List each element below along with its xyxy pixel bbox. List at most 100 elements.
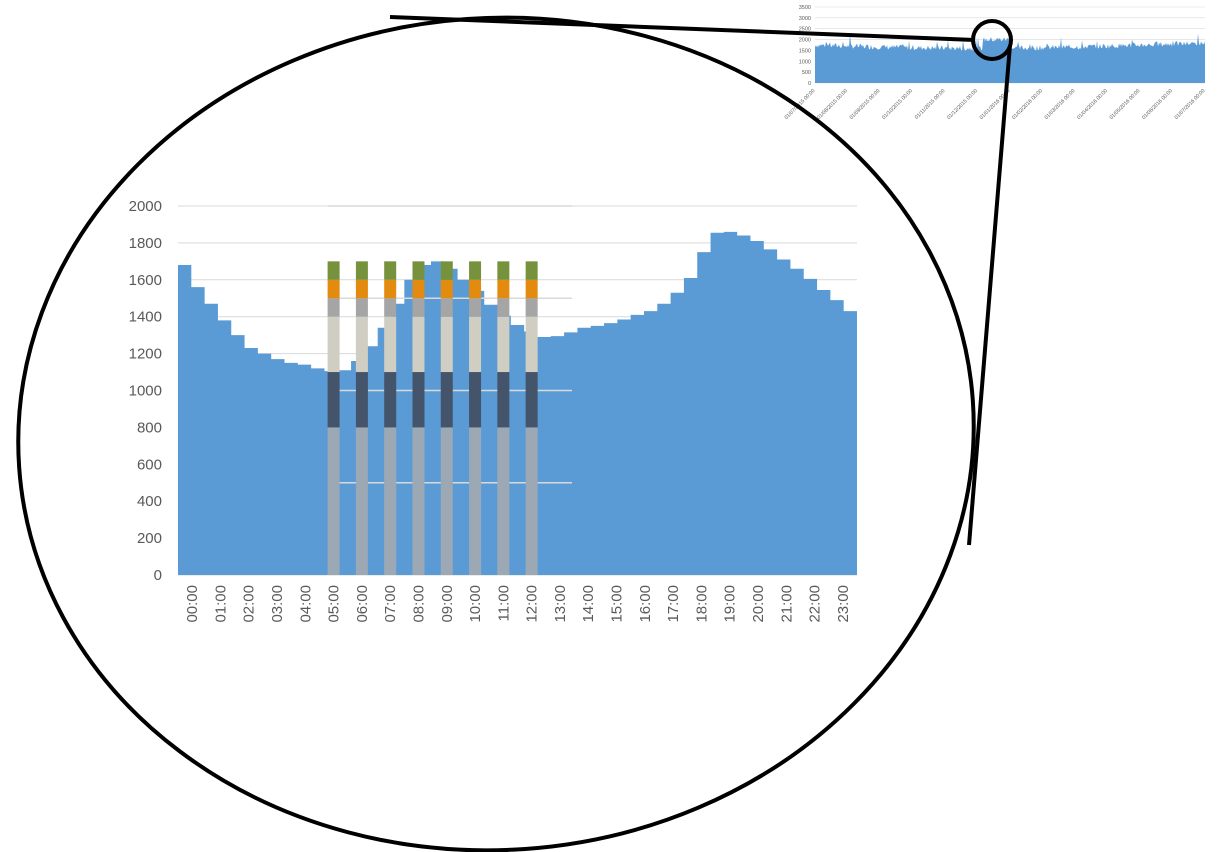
inset-x-tick-label: 01/02/2016 00:00 <box>1011 88 1044 121</box>
x-tick-label: 16:00 <box>637 585 654 623</box>
magnifier-callout <box>16 15 1013 852</box>
stacked-bar-segment <box>384 427 397 575</box>
x-tick-label: 08:00 <box>410 585 427 623</box>
stacked-bar-segment <box>497 298 510 317</box>
stacked-bar-segment <box>355 261 368 280</box>
inset-y-tick-label: 2500 <box>799 27 811 33</box>
inset-x-tick-label: 01/04/2016 00:00 <box>1076 88 1109 121</box>
y-tick-label: 1600 <box>129 272 162 289</box>
inset-y-tick-label: 3000 <box>799 16 811 22</box>
stacked-bar-segment <box>355 316 368 373</box>
stacked-bar-segment <box>497 372 510 428</box>
stacked-bar-segment <box>525 261 538 280</box>
x-tick-label: 19:00 <box>722 585 739 623</box>
stacked-bar-segment <box>327 298 340 317</box>
y-tick-label: 1400 <box>129 309 162 326</box>
inset-y-tick-label: 1500 <box>799 48 811 54</box>
x-tick-label: 15:00 <box>609 585 626 623</box>
inset-y-tick-label: 0 <box>808 81 811 87</box>
stacked-bar-segment <box>497 427 510 575</box>
x-tick-label: 23:00 <box>835 585 852 623</box>
stacked-bar-segment <box>525 279 538 299</box>
y-tick-label: 600 <box>137 456 162 473</box>
zoomed-day-chart: 0 200 400 600 800 1000 1200 1400 1600 1800 2000 00:… <box>129 198 857 623</box>
stacked-bar-segment <box>497 279 510 299</box>
stacked-bar-segment <box>497 261 510 280</box>
x-tick-label: 06:00 <box>354 585 371 623</box>
inset-y-tick-label: 1000 <box>799 59 811 65</box>
x-tick-label: 07:00 <box>382 585 399 623</box>
x-tick-label: 17:00 <box>665 585 682 623</box>
stacked-bar-segment <box>525 316 538 373</box>
x-tick-label: 04:00 <box>297 585 314 623</box>
x-tick-label: 13:00 <box>552 585 569 623</box>
stacked-bar-segment <box>412 372 425 428</box>
stacked-bar-segment <box>469 427 482 575</box>
x-tick-label: 20:00 <box>750 585 767 623</box>
inset-x-tick-label: 01/11/2015 00:00 <box>914 88 947 121</box>
stacked-bar-segment <box>355 427 368 575</box>
y-tick-label: 2000 <box>129 198 162 215</box>
y-tick-label: 400 <box>137 493 162 510</box>
stacked-bar-segment <box>384 261 397 280</box>
stacked-bar-segment <box>412 261 425 280</box>
x-tick-label: 01:00 <box>212 585 229 623</box>
stacked-bar-segment <box>469 261 482 280</box>
stacked-bar-segment <box>440 298 453 317</box>
x-tick-label: 12:00 <box>524 585 541 623</box>
stacked-bar-segment <box>412 316 425 373</box>
stacked-bar-segment <box>412 298 425 317</box>
x-tick-label: 00:00 <box>184 585 201 623</box>
stacked-bar-segment <box>525 298 538 317</box>
stacked-bar-segment <box>412 279 425 299</box>
inset-x-tick-label: 01/10/2015 00:00 <box>881 88 914 121</box>
y-tick-label: 800 <box>137 419 162 436</box>
stacked-bar-segment <box>469 372 482 428</box>
stacked-bar-segment <box>525 427 538 575</box>
y-tick-label: 200 <box>137 530 162 547</box>
stacked-bar-segment <box>497 316 510 373</box>
stacked-bar-segment <box>327 261 340 280</box>
y-tick-label: 0 <box>154 567 162 584</box>
stacked-bar-segment <box>440 372 453 428</box>
x-tick-label: 03:00 <box>269 585 286 623</box>
x-tick-label: 22:00 <box>807 585 824 623</box>
x-tick-label: 21:00 <box>778 585 795 623</box>
x-tick-label: 11:00 <box>495 585 512 621</box>
stacked-bar-segment <box>440 316 453 373</box>
stacked-bar-segment <box>355 298 368 317</box>
y-tick-label: 1200 <box>129 346 162 363</box>
inset-x-tick-label: 01/03/2016 00:00 <box>1044 88 1077 121</box>
stacked-bar-segment <box>440 279 453 299</box>
inset-y-tick-label: 2000 <box>799 38 811 44</box>
y-tick-label: 1000 <box>129 383 162 400</box>
inset-y-tick-label: 3500 <box>799 5 811 11</box>
stacked-bar-segment <box>327 427 340 575</box>
stacked-bar-segment <box>327 372 340 428</box>
demand-area-series <box>178 231 857 575</box>
stacked-bar-segment <box>440 427 453 575</box>
x-tick-label: 02:00 <box>241 585 258 623</box>
stacked-bar-segment <box>355 279 368 299</box>
stacked-bar-segment <box>469 316 482 373</box>
stacked-bar-segment <box>327 316 340 373</box>
inset-x-tick-label: 01/05/2016 00:00 <box>1109 88 1142 121</box>
stacked-bar-segment <box>355 372 368 428</box>
callout-line-bottom <box>967 44 1012 546</box>
x-tick-label: 09:00 <box>439 585 456 623</box>
stacked-bar-segment <box>469 298 482 317</box>
stacked-bar-segment <box>525 372 538 428</box>
x-tick-label: 14:00 <box>580 585 597 623</box>
y-tick-label: 1800 <box>129 235 162 252</box>
x-tick-label: 05:00 <box>326 585 343 623</box>
stacked-bar-segment <box>384 279 397 299</box>
stacked-bar-segment <box>384 316 397 373</box>
x-tick-label: 10:00 <box>467 585 484 623</box>
inset-x-tick-label: 01/09/2015 00:00 <box>849 88 882 121</box>
stacked-bar-segment <box>412 427 425 575</box>
stacked-bar-segment <box>469 279 482 299</box>
callout-line-top <box>389 15 976 42</box>
stacked-bar-segment <box>384 372 397 428</box>
inset-x-tick-label: 01/12/2015 00:00 <box>946 88 979 121</box>
